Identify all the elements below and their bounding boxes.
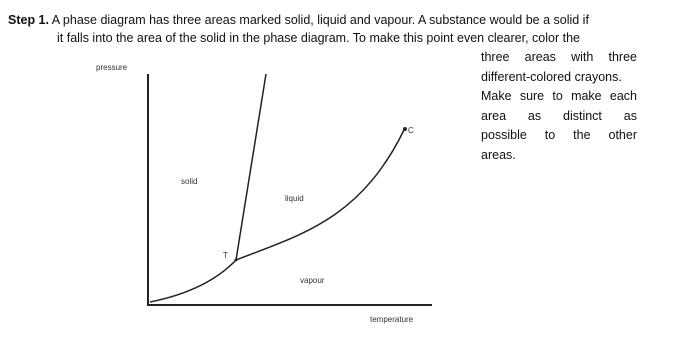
step-label: Step 1. [8, 13, 49, 27]
axis-label: temperature [370, 315, 414, 324]
region-label: liquid [285, 194, 304, 203]
paragraph-line: area as distinct as [481, 108, 637, 123]
text: A phase diagram has three areas marked s… [51, 13, 589, 27]
point-label: T [223, 251, 228, 260]
solid-liquid-line [235, 73, 267, 261]
paragraph-line: Step 1. A phase diagram has three areas … [8, 12, 589, 28]
region-label: vapour [300, 276, 325, 285]
paragraph-line: it falls into the area of the solid in t… [57, 31, 580, 45]
paragraph-line: possible to the other [481, 128, 637, 143]
solid-vapour-curve [149, 259, 237, 303]
triple-point [234, 258, 238, 262]
critical-point [403, 127, 407, 131]
point-label: C [408, 126, 414, 135]
axis-label: pressure [96, 63, 128, 72]
paragraph-line: areas. [481, 147, 516, 162]
text-column: three areas with three different-colored… [481, 48, 637, 166]
phase-diagram: pressure solid liquid vapour temperature… [96, 63, 432, 324]
paragraph-line: different-colored crayons. [481, 69, 622, 84]
paragraph-line: three areas with three [481, 50, 637, 64]
region-label: solid [181, 177, 197, 186]
paragraph-line: Make sure to make each [481, 89, 637, 104]
liquid-vapour-curve [235, 129, 405, 261]
